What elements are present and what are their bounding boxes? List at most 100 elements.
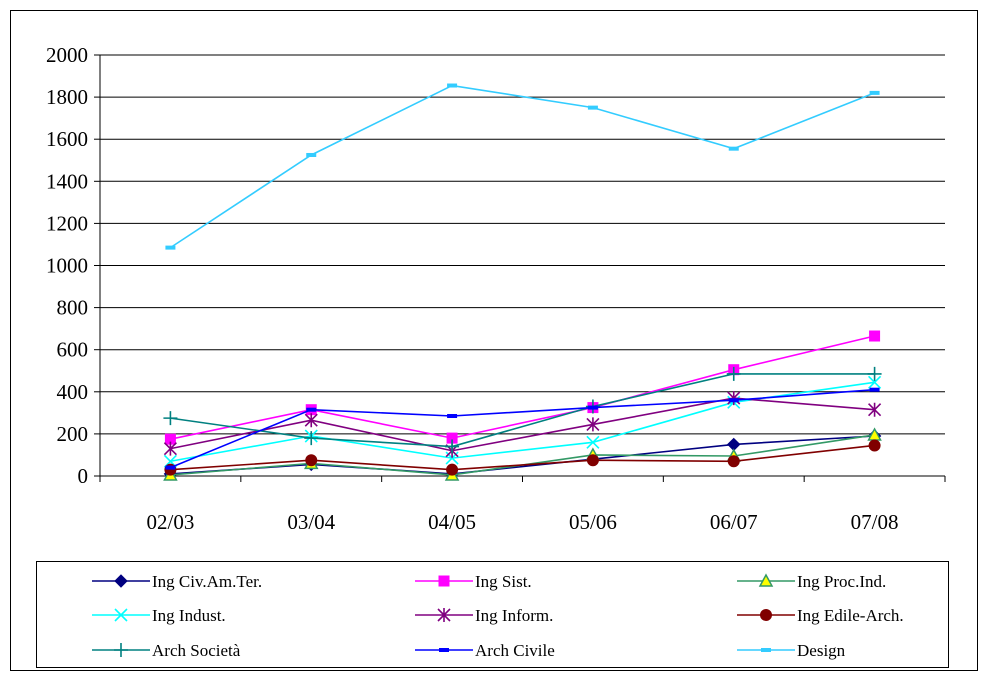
data-point bbox=[447, 83, 458, 88]
marker-shape bbox=[587, 105, 598, 110]
data-point bbox=[587, 105, 598, 110]
y-tick-label: 1800 bbox=[46, 85, 88, 109]
marker-shape bbox=[445, 439, 460, 454]
y-tick-label: 1000 bbox=[46, 254, 88, 278]
legend-label: Ing Proc.Ind. bbox=[797, 572, 886, 591]
marker-shape bbox=[114, 574, 128, 588]
data-point bbox=[304, 431, 319, 446]
marker-shape bbox=[446, 463, 459, 476]
marker-shape bbox=[868, 402, 882, 417]
legend-label: Ing Inform. bbox=[475, 606, 553, 625]
x-tick-label: 02/03 bbox=[146, 510, 194, 534]
y-tick-label: 1200 bbox=[46, 211, 88, 235]
marker-shape bbox=[586, 417, 600, 432]
data-point bbox=[867, 366, 882, 381]
y-tick-label: 1600 bbox=[46, 127, 88, 151]
legend-marker bbox=[114, 643, 128, 657]
series-line bbox=[169, 84, 875, 249]
series-line bbox=[170, 397, 875, 452]
legend-item: Arch Civile bbox=[415, 641, 555, 660]
data-point bbox=[445, 439, 460, 454]
marker-shape bbox=[438, 575, 450, 587]
marker-shape bbox=[726, 366, 741, 381]
legend-marker bbox=[761, 648, 771, 652]
data-point bbox=[306, 152, 317, 157]
marker-shape bbox=[868, 439, 881, 452]
marker-shape bbox=[867, 366, 882, 381]
marker-shape bbox=[304, 431, 319, 446]
marker-shape bbox=[447, 414, 458, 419]
legend-marker bbox=[437, 608, 451, 622]
marker-shape bbox=[163, 411, 178, 426]
series-line bbox=[170, 335, 875, 440]
marker-shape bbox=[447, 83, 458, 88]
legend-box bbox=[36, 561, 949, 668]
series-8 bbox=[165, 83, 880, 250]
marker-shape bbox=[728, 398, 739, 403]
chart-border bbox=[10, 10, 978, 671]
marker-shape bbox=[869, 90, 880, 95]
data-point bbox=[868, 402, 882, 417]
data-point bbox=[163, 441, 177, 456]
data-point bbox=[305, 454, 318, 467]
marker-shape bbox=[437, 608, 451, 622]
marker-shape bbox=[163, 441, 177, 456]
data-point bbox=[306, 407, 317, 412]
x-tick-label: 06/07 bbox=[710, 510, 758, 534]
legend-label: Ing Edile-Arch. bbox=[797, 606, 904, 625]
legend-item: Design bbox=[737, 641, 846, 660]
data-point bbox=[165, 465, 176, 470]
data-point bbox=[165, 245, 176, 250]
y-tick-label: 1400 bbox=[46, 169, 88, 193]
y-tick-label: 0 bbox=[78, 464, 89, 488]
legend-marker bbox=[439, 648, 449, 652]
data-point bbox=[868, 439, 881, 452]
marker-shape bbox=[114, 608, 128, 622]
data-point bbox=[163, 411, 178, 426]
y-tick-label: 800 bbox=[57, 296, 89, 320]
series-7 bbox=[165, 387, 880, 470]
marker-shape bbox=[439, 648, 449, 652]
legend-item: Ing Indust. bbox=[92, 606, 226, 625]
marker-shape bbox=[586, 454, 599, 467]
legend-label: Ing Sist. bbox=[475, 572, 532, 591]
data-point bbox=[869, 387, 880, 392]
series-line bbox=[170, 444, 875, 471]
marker-shape bbox=[727, 455, 740, 468]
y-tick-label: 2000 bbox=[46, 43, 88, 67]
x-tick-label: 03/04 bbox=[287, 510, 335, 534]
legend-marker bbox=[758, 573, 774, 587]
legend-marker bbox=[114, 608, 128, 622]
marker-shape bbox=[586, 435, 600, 449]
legend: Ing Civ.Am.Ter. Ing Sist. Ing Proc.Ind. Ing… bbox=[36, 561, 949, 668]
data-point bbox=[447, 414, 458, 419]
x-tick-label: 07/08 bbox=[851, 510, 899, 534]
marker-shape bbox=[868, 375, 882, 389]
series-line bbox=[170, 373, 875, 448]
legend-marker bbox=[438, 575, 450, 587]
marker-shape bbox=[306, 152, 317, 157]
x-tick-label: 04/05 bbox=[428, 510, 476, 534]
legend-item: Ing Civ.Am.Ter. bbox=[92, 572, 262, 591]
data-point bbox=[727, 455, 740, 468]
data-point bbox=[586, 454, 599, 467]
y-tick-label: 200 bbox=[57, 422, 89, 446]
marker-shape bbox=[758, 573, 774, 587]
marker-shape bbox=[761, 648, 771, 652]
marker-shape bbox=[869, 330, 881, 342]
data-point bbox=[728, 146, 739, 151]
legend-item: Ing Edile-Arch. bbox=[737, 606, 904, 625]
legend-label: Design bbox=[797, 641, 846, 660]
data-point bbox=[446, 463, 459, 476]
marker-shape bbox=[587, 405, 598, 410]
legend-label: Arch Civile bbox=[475, 641, 555, 660]
data-point bbox=[304, 413, 318, 428]
y-tick-label: 600 bbox=[57, 338, 89, 362]
marker-shape bbox=[165, 245, 176, 250]
marker-shape bbox=[304, 413, 318, 428]
legend-marker bbox=[760, 609, 772, 621]
legend-item: Ing Sist. bbox=[415, 572, 532, 591]
marker-shape bbox=[728, 146, 739, 151]
